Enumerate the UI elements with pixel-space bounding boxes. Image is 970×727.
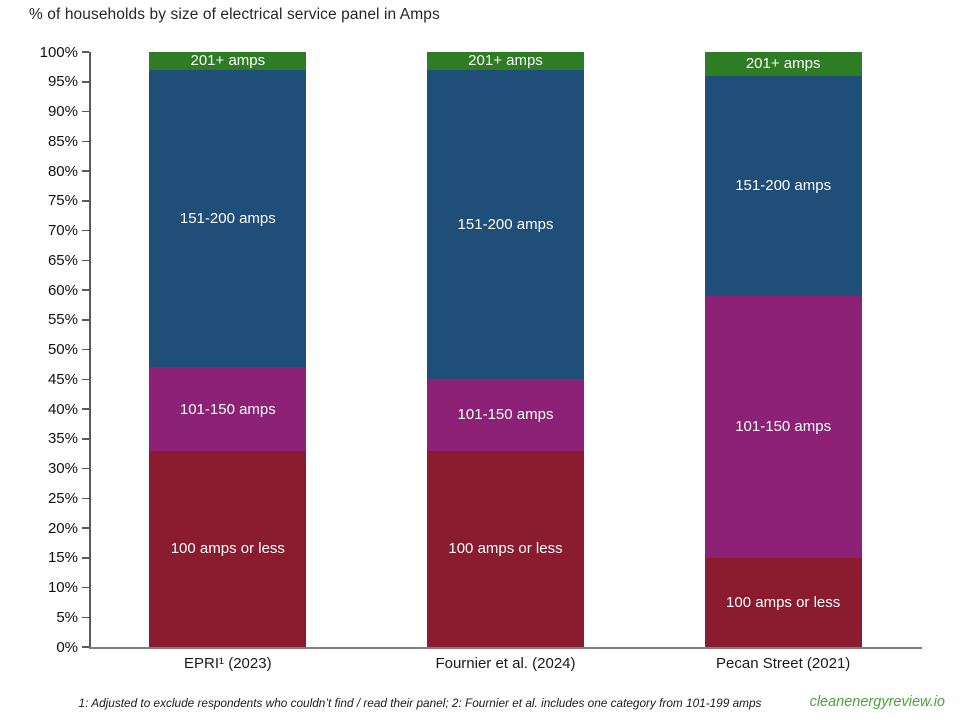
- segment-label: 151-200 amps: [457, 216, 554, 234]
- y-axis-tick-mark: [82, 51, 89, 53]
- y-axis-tick-label: 75%: [47, 192, 78, 210]
- segment-label: 100 amps or less: [170, 540, 285, 558]
- y-axis-tick-mark: [82, 110, 89, 113]
- segment-label: 201+ amps: [190, 52, 266, 70]
- segment-101-150-amps: 101-150 amps: [427, 379, 584, 451]
- chart-title: % of households by size of electrical se…: [29, 6, 440, 23]
- brand-link[interactable]: cleanenergyreview.io: [809, 694, 945, 710]
- bar-1: 100 amps or less 101-150 amps 151-200 amps…: [149, 52, 307, 647]
- category-label-3: Pecan Street (2021): [716, 655, 851, 672]
- segment-100-amps-or-less: 100 amps or less: [149, 450, 307, 647]
- bar-2: 100 amps or less 101-150 amps 151-200 amps…: [427, 52, 584, 647]
- segment-201-amps: 201+ amps: [704, 52, 862, 76]
- category-label-1: EPRI¹ (2023): [184, 655, 272, 672]
- y-axis-tick-mark: [82, 438, 89, 440]
- y-axis-tick-label: 70%: [47, 222, 78, 239]
- y-axis-tick-label: 25%: [47, 489, 78, 507]
- y-axis-tick-mark: [82, 497, 89, 499]
- y-axis-tick-mark: [82, 616, 89, 618]
- y-axis-tick-label: 80%: [47, 162, 78, 180]
- x-axis-line: [89, 647, 922, 649]
- footnote: 1: Adjusted to exclude respondents who c…: [78, 696, 762, 710]
- y-axis-tick-label: 85%: [47, 132, 78, 150]
- y-axis-tick-mark: [82, 646, 89, 648]
- segment-151-200-amps: 151-200 amps: [427, 69, 584, 380]
- y-axis-tick-label: 15%: [47, 549, 78, 567]
- bar-3: 100 amps or less 101-150 amps 151-200 amps…: [704, 52, 862, 647]
- y-axis-tick-label: 60%: [47, 281, 78, 299]
- y-axis-tick-mark: [82, 319, 89, 321]
- y-axis-tick-mark: [82, 586, 89, 589]
- y-axis-line: [89, 52, 91, 647]
- segment-label: 101-150 amps: [735, 418, 832, 436]
- segment-label: 151-200 amps: [735, 177, 832, 195]
- category-label-2: Fournier et al. (2024): [435, 655, 576, 672]
- segment-label: 101-150 amps: [179, 400, 276, 418]
- y-axis-tick-mark: [82, 408, 89, 410]
- y-axis-tick-mark: [82, 259, 89, 261]
- y-axis-tick-label: 50%: [47, 341, 78, 358]
- y-axis-tick-mark: [82, 527, 89, 529]
- y-axis-tick-label: 90%: [47, 103, 78, 120]
- y-axis-tick-label: 10%: [47, 579, 78, 596]
- segment-100-amps-or-less: 100 amps or less: [427, 450, 584, 647]
- y-axis-tick-mark: [82, 348, 89, 351]
- y-axis-tick-mark: [82, 289, 89, 291]
- y-axis-tick-mark: [82, 467, 89, 470]
- y-axis-tick-mark: [82, 557, 89, 559]
- segment-151-200-amps: 151-200 amps: [149, 69, 307, 368]
- y-axis-tick-label: 45%: [47, 370, 78, 388]
- y-axis-tick-label: 55%: [47, 311, 78, 329]
- y-axis-tick-mark: [82, 200, 89, 202]
- y-axis-tick-mark: [82, 229, 89, 232]
- segment-label: 100 amps or less: [726, 593, 841, 611]
- y-axis-tick-label: 0%: [56, 638, 78, 656]
- y-axis-tick-mark: [82, 81, 89, 83]
- y-axis-tick-label: 5%: [56, 608, 78, 626]
- segment-100-amps-or-less: 100 amps or less: [704, 557, 862, 647]
- segment-label: 151-200 amps: [179, 210, 276, 228]
- segment-151-200-amps: 151-200 amps: [704, 75, 862, 296]
- segment-201-amps: 201+ amps: [149, 52, 307, 70]
- y-axis-tick-label: 100%: [39, 43, 78, 61]
- y-axis-tick-label: 65%: [47, 251, 78, 269]
- segment-101-150-amps: 101-150 amps: [149, 367, 307, 451]
- y-axis-tick-label: 95%: [47, 73, 78, 91]
- y-axis-tick-label: 35%: [47, 430, 78, 448]
- y-axis-tick-mark: [82, 378, 89, 380]
- y-axis-tick-mark: [82, 140, 89, 142]
- segment-label: 100 amps or less: [448, 540, 563, 558]
- y-axis-tick-label: 40%: [47, 400, 78, 418]
- segment-label: 201+ amps: [745, 55, 821, 73]
- segment-label: 101-150 amps: [457, 406, 554, 424]
- y-axis-tick-mark: [82, 170, 89, 172]
- segment-201-amps: 201+ amps: [427, 52, 584, 70]
- segment-label: 201+ amps: [468, 52, 543, 70]
- y-axis-tick-label: 30%: [47, 460, 78, 477]
- segment-101-150-amps: 101-150 amps: [704, 295, 862, 558]
- y-axis-tick-label: 20%: [47, 519, 78, 537]
